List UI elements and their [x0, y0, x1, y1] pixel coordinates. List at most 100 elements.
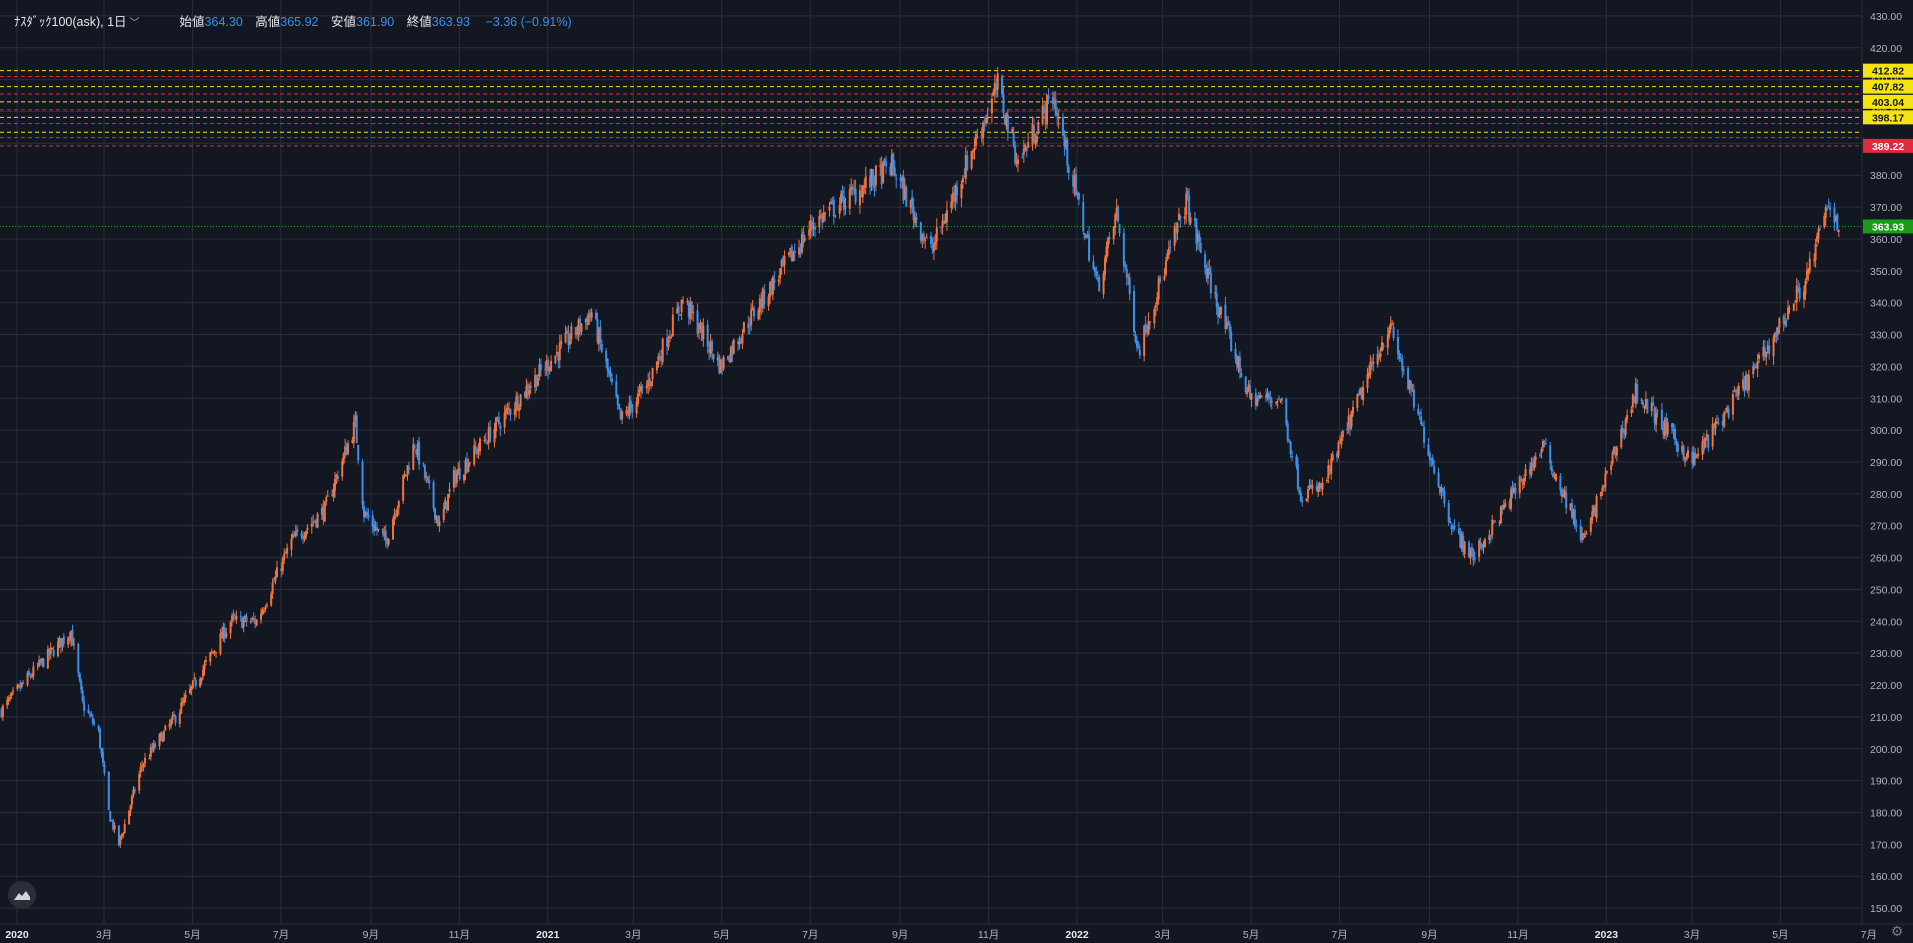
candle-body	[99, 728, 102, 748]
candle-body	[732, 339, 735, 354]
candle-body	[961, 177, 964, 183]
gear-icon[interactable]: ⚙	[1890, 923, 1904, 939]
candle-body	[455, 474, 458, 484]
price-axis[interactable]: 150.00 160.00 170.00 180.00 190.00 200.00 210.…	[1861, 0, 1913, 943]
candle-body	[149, 747, 152, 757]
candle-body	[1054, 99, 1057, 116]
candle-body	[52, 649, 55, 657]
candle-body	[454, 470, 457, 484]
candle-body	[1452, 527, 1455, 529]
candle-body	[1763, 348, 1766, 356]
chart-grid	[0, 0, 1870, 924]
tradingview-logo-icon[interactable]	[8, 881, 36, 909]
candle-body	[692, 311, 695, 314]
candle-body	[306, 527, 309, 531]
candle-body	[682, 300, 685, 302]
candle-body	[320, 508, 323, 515]
candle-body	[798, 247, 801, 255]
candle-body	[1701, 441, 1704, 455]
candle-body	[381, 528, 384, 534]
y-tick-label: 300.00	[1870, 425, 1902, 437]
candle-body	[1298, 489, 1301, 493]
candle-body	[1788, 308, 1791, 310]
candle-body	[1331, 454, 1334, 461]
candle-body	[1206, 268, 1209, 279]
candle-body	[484, 439, 487, 441]
y-tick-label: 200.00	[1870, 744, 1902, 756]
candle-body	[1623, 430, 1626, 434]
candle-body	[892, 153, 895, 169]
candle-body	[190, 686, 193, 690]
candle-body	[1511, 487, 1514, 493]
candle-body	[1570, 502, 1573, 518]
candle-body	[313, 520, 316, 522]
candle-body	[1315, 485, 1318, 491]
candle-body	[1731, 393, 1734, 415]
level-label: 389.22	[1872, 141, 1904, 153]
candle-body	[1230, 331, 1233, 352]
candle-body	[1565, 492, 1568, 509]
candle-body	[62, 636, 65, 644]
candle-body	[1792, 303, 1795, 311]
candle-body	[1743, 379, 1746, 391]
candle-body	[1492, 520, 1495, 522]
candle-body	[1802, 291, 1805, 300]
candle-body	[1046, 94, 1049, 125]
candle-body	[718, 355, 721, 373]
candle-body	[951, 193, 954, 203]
candle-body	[32, 666, 35, 677]
candle-body	[304, 530, 307, 538]
candle-body	[342, 453, 345, 464]
candle-body	[1088, 235, 1091, 261]
candle-body	[1296, 464, 1299, 489]
candle-body	[322, 506, 325, 520]
candle-body	[930, 235, 932, 245]
candle-body	[81, 690, 84, 701]
candle-body	[300, 533, 303, 538]
candle-body	[412, 444, 415, 470]
y-tick-label: 360.00	[1870, 234, 1902, 246]
candle-body	[235, 615, 238, 620]
candle-body	[526, 384, 529, 393]
candle-body	[690, 301, 693, 313]
candle-body	[1498, 522, 1501, 524]
candle-body	[1330, 458, 1333, 474]
candle-body	[1610, 464, 1613, 471]
candle-body	[383, 532, 386, 536]
candle-body	[406, 465, 409, 474]
candle-body	[529, 386, 532, 388]
candle-body	[1540, 449, 1543, 453]
candle-body	[706, 324, 709, 347]
symbol-selector[interactable]: ﾅｽﾀﾞｯｸ100(ask), 1日 ﹀	[14, 11, 140, 30]
candle-body	[331, 495, 334, 497]
candle-body	[486, 442, 489, 445]
candle-body	[474, 447, 477, 450]
time-axis[interactable]: 2020 3月 5月 7月 9月 11月 2021 3月 5月 7月 9月 11月 2022 3月 5月 7月…	[0, 923, 1913, 941]
candle-body	[1807, 268, 1810, 273]
candle-body	[558, 342, 561, 361]
candle-body	[312, 521, 315, 523]
candle-body	[1157, 277, 1160, 300]
candle-body	[1534, 456, 1537, 460]
candle-body	[858, 190, 861, 206]
candle-body	[326, 495, 329, 497]
candle-body	[993, 83, 996, 94]
y-tick-label: 430.00	[1870, 11, 1902, 23]
candle-body	[911, 196, 914, 207]
candle-body	[209, 652, 212, 662]
candle-body	[838, 205, 841, 214]
candle-body	[666, 337, 669, 347]
candle-body	[595, 312, 598, 319]
candle-body	[77, 643, 80, 673]
candle-body	[219, 633, 222, 654]
candle-body	[1734, 390, 1737, 392]
candle-body	[890, 154, 893, 176]
candle-body	[902, 175, 905, 201]
candle-body	[12, 690, 15, 692]
candle-body	[626, 410, 629, 415]
candle-body	[679, 314, 682, 316]
candle-body	[1053, 101, 1056, 103]
candle-body	[1260, 395, 1263, 398]
candle-body	[332, 489, 335, 497]
